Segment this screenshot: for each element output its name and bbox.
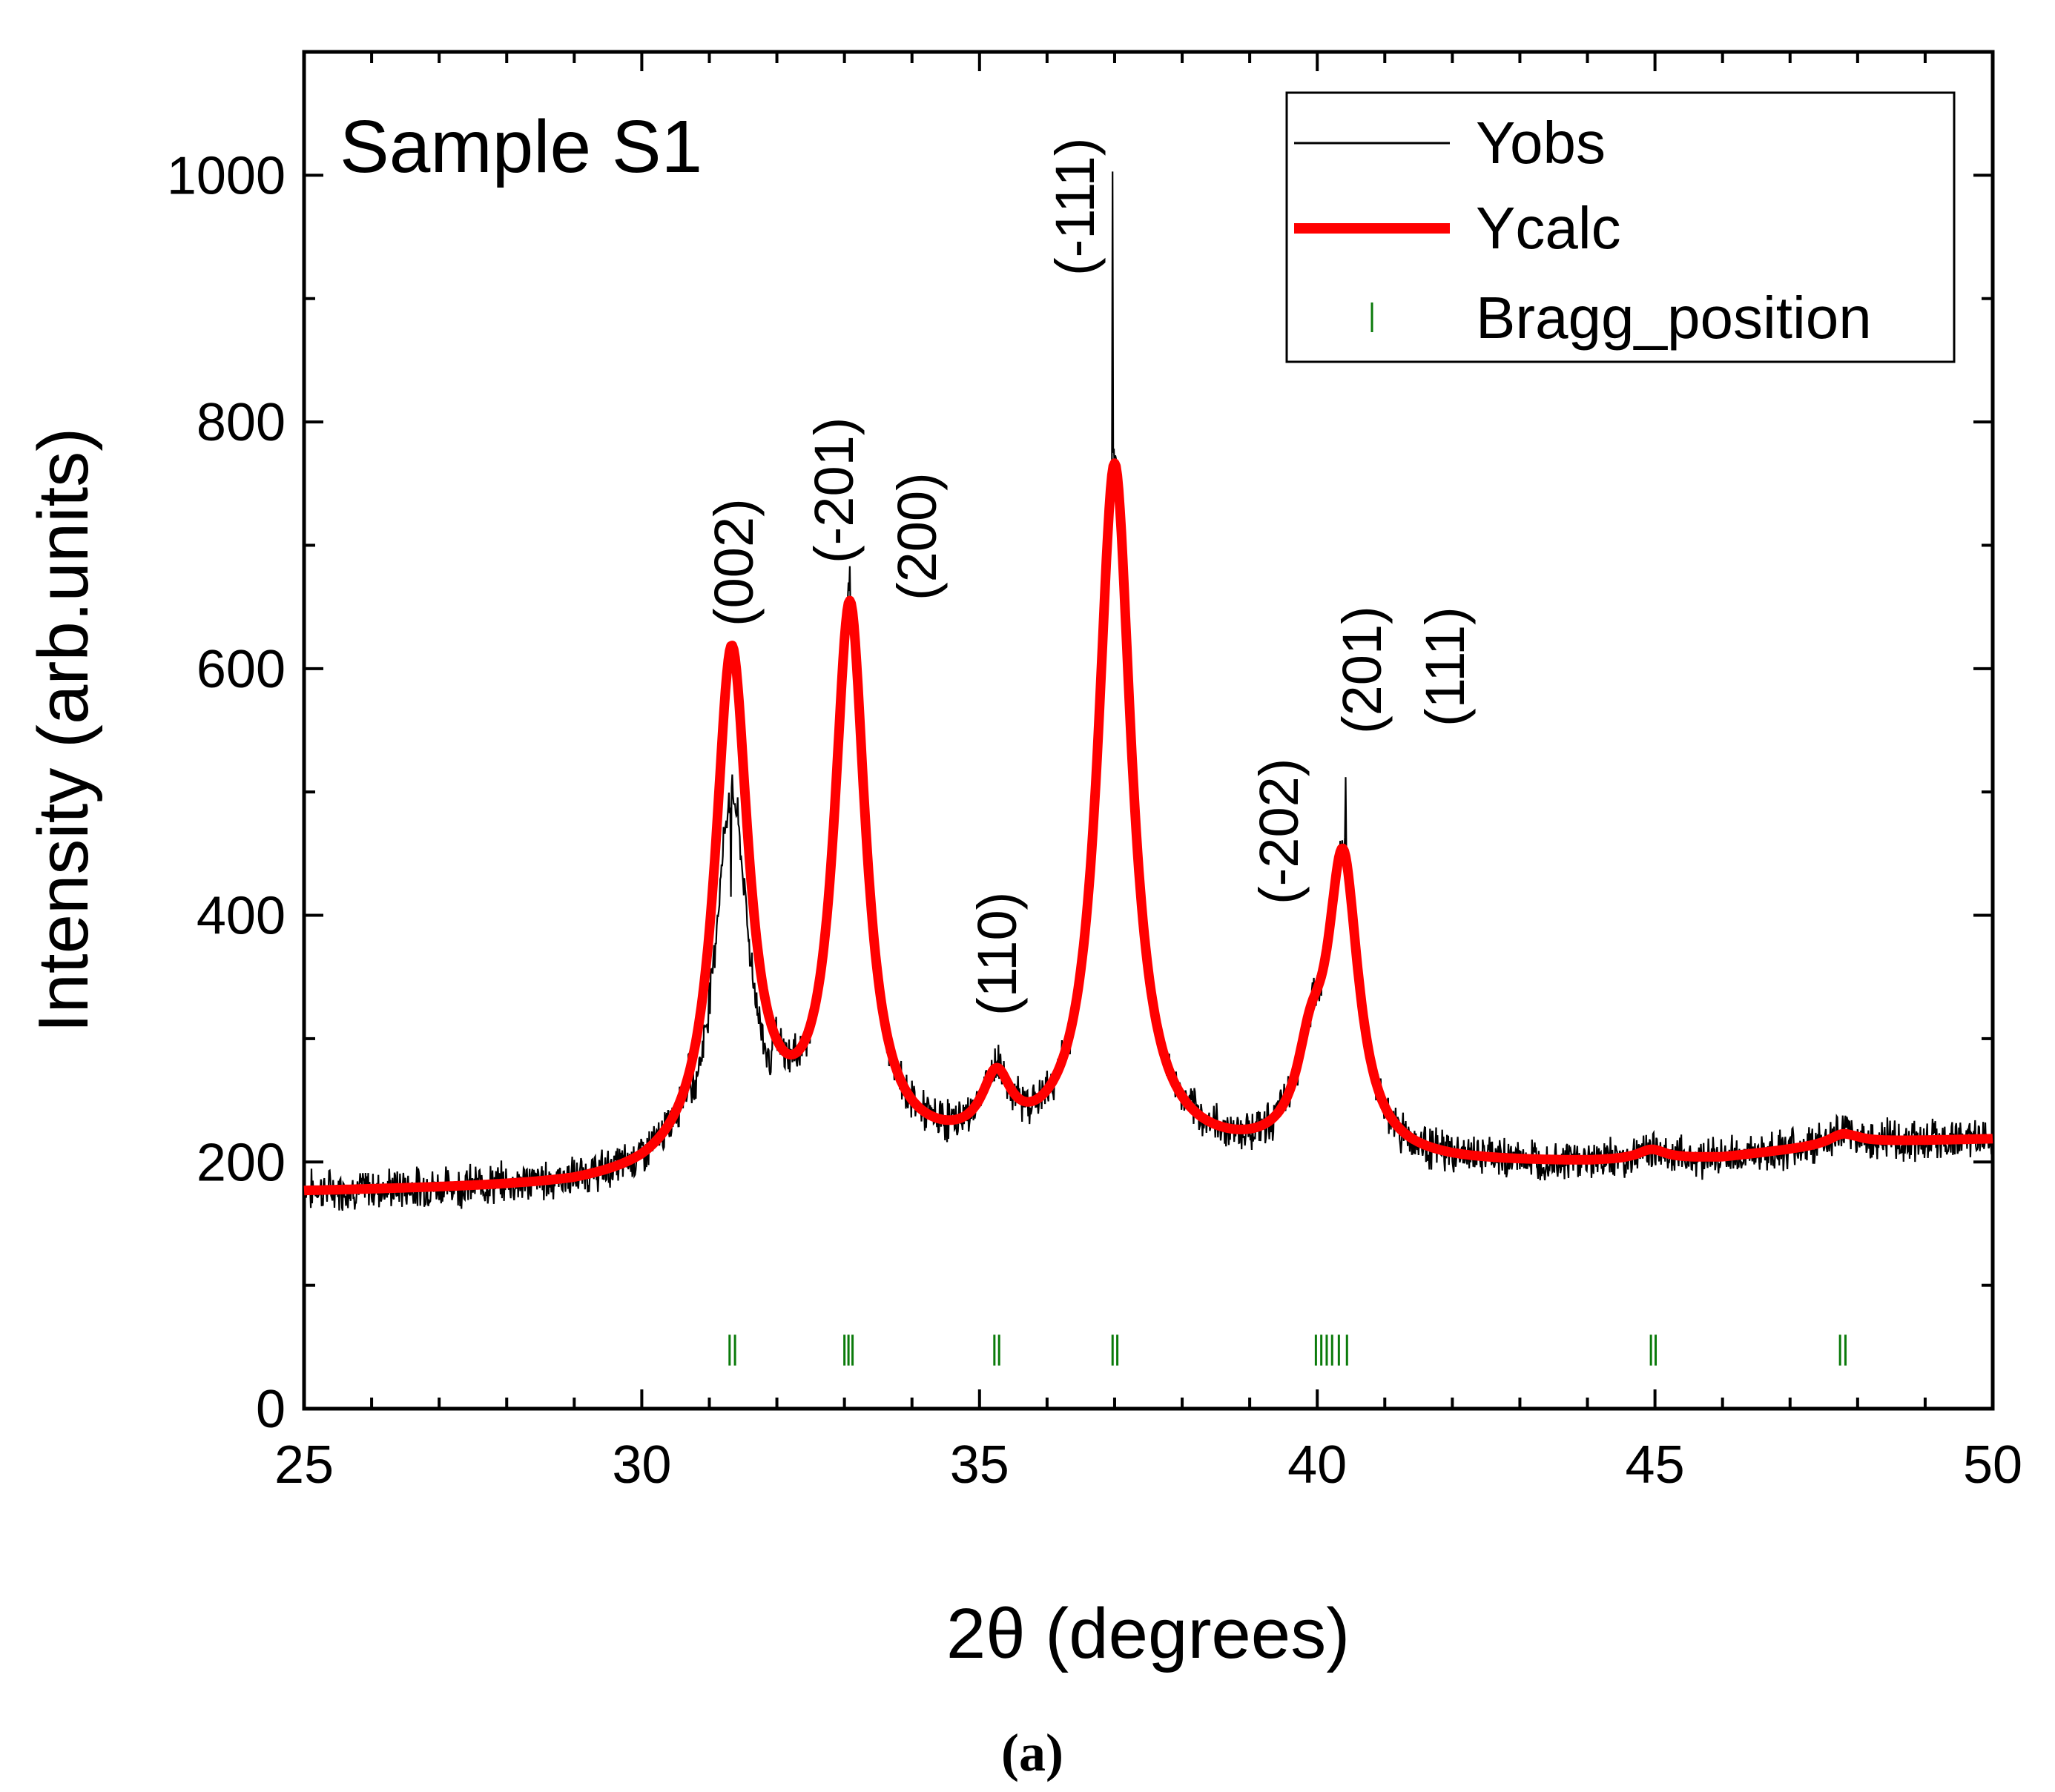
y-axis-title: Intensity (arb.units)	[24, 428, 103, 1033]
x-tick-label: 40	[1287, 1435, 1347, 1495]
legend-ycalc-label: Ycalc	[1476, 195, 1621, 261]
y-tick-label: 400	[197, 887, 286, 946]
peak-annotation: (-201)	[803, 417, 865, 563]
peak-annotations: (002) (-201) (200) (110) (-111) (-202) (201) (1…	[703, 138, 1476, 1016]
sample-label: Sample S1	[340, 105, 702, 188]
y-axis-ticks: 0 200 400 600 800 1000	[167, 50, 1993, 1439]
x-tick-label: 45	[1626, 1435, 1685, 1495]
x-tick-label: 30	[612, 1435, 671, 1495]
peak-annotation: (002)	[703, 498, 765, 626]
bragg-position-series	[728, 1335, 1847, 1366]
x-axis-title: 2θ (degrees)	[946, 1594, 1350, 1673]
peak-annotation: (111)	[1414, 606, 1476, 727]
ycalc-line	[300, 458, 1996, 1196]
peak-annotation: (110)	[966, 892, 1028, 1016]
peak-annotation: (-111)	[1044, 138, 1106, 276]
panel-label: (a)	[1001, 1723, 1063, 1782]
y-tick-label: 1000	[167, 146, 286, 205]
y-tick-label: 600	[197, 640, 286, 699]
plot-frame	[302, 50, 1995, 1411]
x-tick-label: 35	[950, 1435, 1009, 1495]
x-tick-label: 50	[1963, 1435, 2022, 1495]
y-tick-label: 800	[197, 393, 286, 452]
y-tick-label: 200	[197, 1133, 286, 1192]
x-tick-label: 25	[274, 1435, 334, 1495]
peak-annotation: (-202)	[1248, 758, 1310, 905]
peak-annotation: (201)	[1331, 606, 1393, 734]
legend-bragg-label: Bragg_position	[1476, 285, 1872, 351]
peak-annotation: (200)	[886, 472, 948, 601]
x-axis-ticks: 25 30 35 40 45 50	[274, 52, 2022, 1495]
ycalc-series	[300, 458, 1996, 1196]
legend: Yobs Ycalc Bragg_position	[1285, 91, 1956, 363]
legend-yobs-label: Yobs	[1476, 110, 1606, 176]
y-tick-label: 0	[256, 1380, 286, 1439]
